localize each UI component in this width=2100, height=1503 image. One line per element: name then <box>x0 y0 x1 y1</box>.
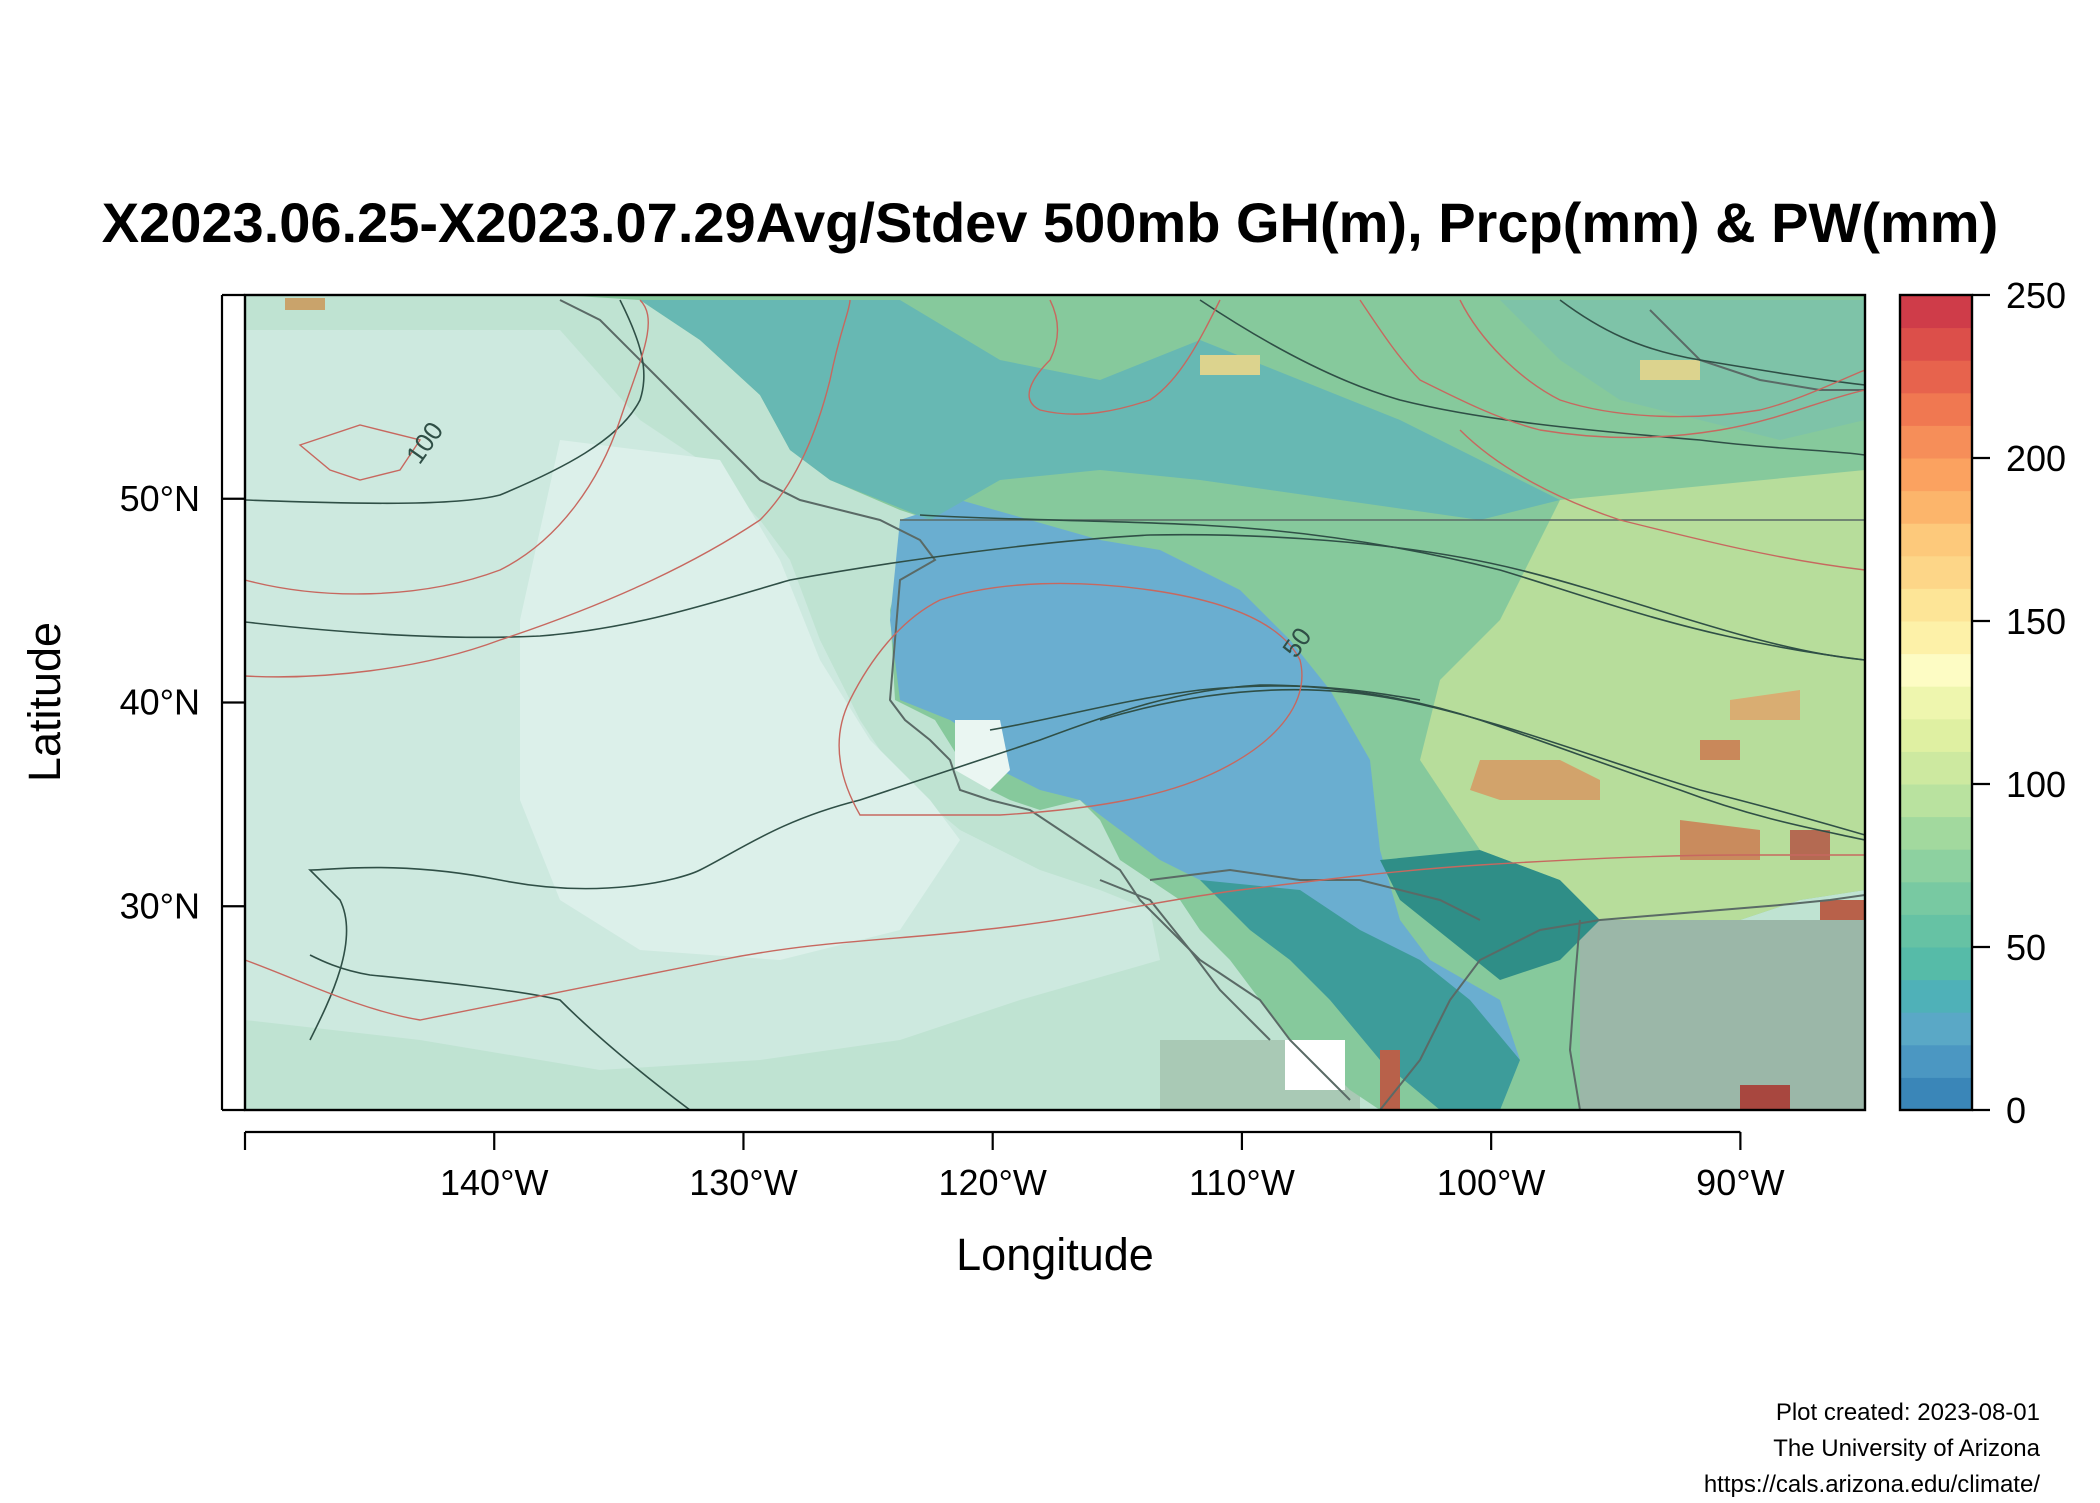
colorbar-swatch <box>1900 327 1972 361</box>
precip-patch <box>1740 1085 1790 1110</box>
colorbar-swatch <box>1900 360 1972 394</box>
colorbar-swatch <box>1900 979 1972 1013</box>
precip-patch <box>1680 820 1760 860</box>
monsoon-teal-region <box>1200 880 1520 1110</box>
gulf-shaded-region <box>1580 920 1865 1110</box>
colorbar-swatch <box>1900 718 1972 752</box>
colorbar-swatch <box>1900 947 1972 981</box>
colorbar-tick-label: 0 <box>2006 1090 2026 1131</box>
colorbar-tick-label: 50 <box>2006 927 2046 968</box>
map-panel <box>245 295 1865 1110</box>
colorbar-swatch <box>1900 686 1972 720</box>
colorbar-swatch <box>1900 1044 1972 1078</box>
ocean-lightest-region <box>520 440 960 960</box>
precip-patch <box>1700 740 1740 760</box>
x-axis-title: Longitude <box>956 1229 1154 1280</box>
x-tick-label: 100°W <box>1437 1162 1545 1203</box>
precip-patch <box>1820 900 1865 920</box>
colorbar-swatch <box>1900 849 1972 883</box>
colorbar-swatch <box>1900 295 1972 329</box>
colorbar-swatch <box>1900 392 1972 426</box>
colorbar-swatch <box>1900 490 1972 524</box>
colorbar-swatch <box>1900 1012 1972 1046</box>
x-axis: 140°W 130°W 120°W 110°W 100°W 90°W <box>243 1130 1785 1203</box>
colorbar-swatch <box>1900 588 1972 622</box>
x-tick-label: 110°W <box>1189 1162 1295 1203</box>
eastern-land-region <box>1420 470 1865 920</box>
stdev-contours <box>245 299 1865 1021</box>
colorbar-swatch <box>1900 523 1972 557</box>
colorbar-swatch <box>1900 914 1972 948</box>
precip-patch <box>1200 355 1260 375</box>
colorbar-swatch <box>1900 1077 1972 1111</box>
colorbar-swatch <box>1900 816 1972 850</box>
credit-date: Plot created: 2023-08-01 <box>1775 1399 2040 1426</box>
coastal-light-patch <box>955 720 1010 790</box>
colorbar-swatch <box>1900 751 1972 785</box>
chart-title: X2023.06.25-X2023.07.29Avg/Stdev 500mb G… <box>101 191 1999 254</box>
colorbar: 0 50 100 150 200 250 <box>1898 275 2066 1131</box>
precip-patch <box>285 298 325 310</box>
y-tick-label: 40°N <box>120 682 200 723</box>
northern-land-region <box>640 300 1560 520</box>
x-tick-label: 120°W <box>938 1162 1046 1203</box>
precip-patch <box>1380 1050 1400 1110</box>
precip-patch <box>1730 690 1800 720</box>
y-tick-label: 30°N <box>120 885 200 926</box>
credit-url[interactable]: https://cals.arizona.edu/climate/ <box>1703 1471 2040 1498</box>
texas-teal-region <box>1380 850 1600 980</box>
precip-patch <box>1470 760 1600 800</box>
y-axis-title: Latitude <box>19 622 70 782</box>
y-axis: 30°N 40°N 50°N <box>120 293 245 1112</box>
geopotential-height-contours <box>245 299 1865 1110</box>
colorbar-swatch <box>1900 555 1972 589</box>
colorbar-tick-label: 100 <box>2006 764 2066 805</box>
x-tick-label: 130°W <box>689 1162 797 1203</box>
colorbar-tick-label: 200 <box>2006 438 2066 479</box>
colorbar-tick-label: 250 <box>2006 275 2066 316</box>
colorbar-tick-label: 150 <box>2006 601 2066 642</box>
coastlines <box>559 299 1865 1110</box>
y-tick-label: 50°N <box>120 478 200 519</box>
x-tick-label: 90°W <box>1696 1162 1784 1203</box>
precip-patch <box>1790 830 1830 860</box>
credit-block: Plot created: 2023-08-01 The University … <box>1704 1395 2040 1503</box>
x-tick-label: 140°W <box>440 1162 548 1203</box>
precip-patch <box>1640 360 1700 380</box>
colorbar-swatch <box>1900 784 1972 818</box>
colorbar-swatch <box>1900 653 1972 687</box>
colorbar-swatch <box>1900 881 1972 915</box>
colorbar-swatch <box>1900 621 1972 655</box>
colorbar-frame <box>1898 293 1974 1112</box>
colorbar-swatch <box>1900 425 1972 459</box>
colorbar-swatch <box>1900 458 1972 492</box>
credit-institution: The University of Arizona <box>1773 1435 2040 1462</box>
